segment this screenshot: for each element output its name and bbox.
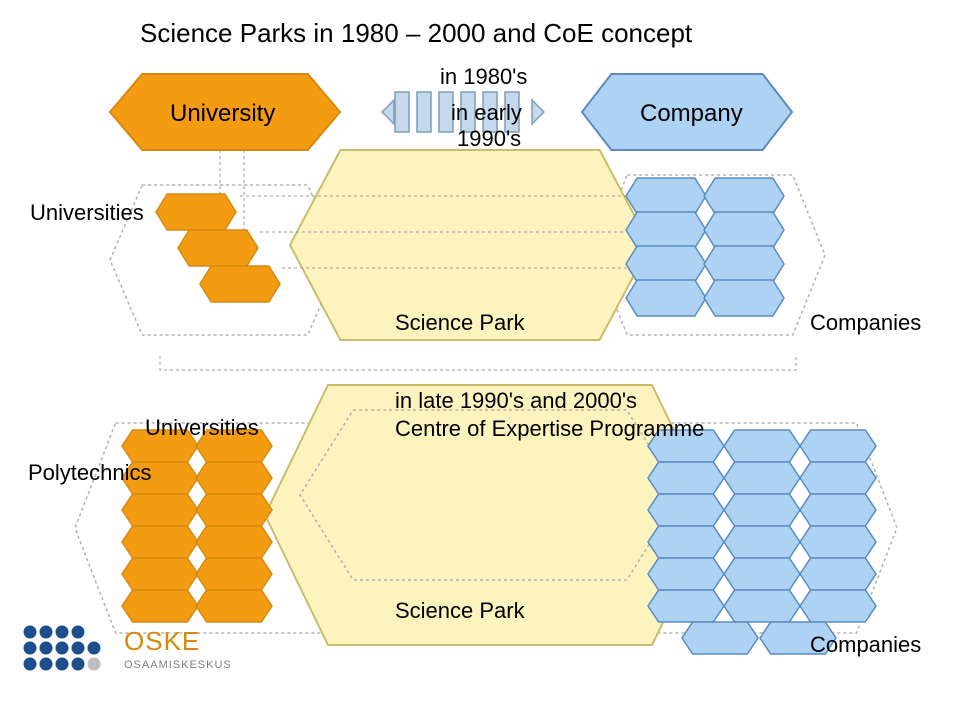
label-in-1980s: in 1980's bbox=[440, 64, 527, 90]
logo-dot bbox=[24, 626, 37, 639]
company-cell bbox=[724, 558, 800, 590]
university-cell bbox=[122, 526, 198, 558]
university-cell bbox=[122, 494, 198, 526]
university-cell bbox=[200, 266, 280, 302]
university-cell bbox=[178, 230, 258, 266]
company-cell bbox=[648, 558, 724, 590]
logo-dot bbox=[88, 658, 101, 671]
university-cell bbox=[122, 558, 198, 590]
arrow-right-icon bbox=[532, 100, 544, 124]
company-cell bbox=[800, 494, 876, 526]
logo-dot bbox=[24, 658, 37, 671]
label-companies: Companies bbox=[810, 310, 921, 336]
label-university: University bbox=[170, 100, 275, 128]
company-cell bbox=[724, 590, 800, 622]
logo-dot bbox=[72, 642, 85, 655]
logo-dot bbox=[56, 658, 69, 671]
company-cell bbox=[626, 212, 706, 248]
label-universities: Universities bbox=[30, 200, 144, 226]
page-title: Science Parks in 1980 – 2000 and CoE con… bbox=[140, 18, 692, 49]
company-cell bbox=[704, 178, 784, 214]
company-cell bbox=[648, 590, 724, 622]
flow-bar bbox=[417, 92, 431, 132]
university-cell bbox=[196, 558, 272, 590]
company-cell bbox=[800, 590, 876, 622]
dash-bracket bbox=[160, 356, 796, 370]
company-cell bbox=[626, 280, 706, 316]
logo-dot bbox=[56, 642, 69, 655]
logo-dot bbox=[40, 658, 53, 671]
university-cell bbox=[196, 590, 272, 622]
company-cell bbox=[724, 462, 800, 494]
logo-dot bbox=[72, 658, 85, 671]
logo-text-oske: OSKE bbox=[124, 626, 200, 656]
label-companies2: Companies bbox=[810, 632, 921, 658]
company-cell bbox=[800, 462, 876, 494]
university-cell bbox=[196, 526, 272, 558]
logo-dot bbox=[40, 626, 53, 639]
logo-dot bbox=[40, 642, 53, 655]
logo-dot bbox=[24, 642, 37, 655]
label-in-late: in late 1990's and 2000's bbox=[395, 388, 637, 414]
company-cell bbox=[800, 558, 876, 590]
label-company: Company bbox=[640, 100, 743, 128]
flow-bar bbox=[395, 92, 409, 132]
university-cell bbox=[196, 462, 272, 494]
label-science-park2: Science Park bbox=[395, 598, 525, 624]
company-cell bbox=[724, 494, 800, 526]
company-cell bbox=[648, 494, 724, 526]
company-cell bbox=[626, 178, 706, 214]
company-cell bbox=[648, 526, 724, 558]
university-cell bbox=[196, 494, 272, 526]
label-in-early: in early bbox=[451, 100, 522, 126]
logo-dot bbox=[72, 626, 85, 639]
company-cell bbox=[626, 246, 706, 282]
company-cell bbox=[724, 430, 800, 462]
company-cell bbox=[648, 462, 724, 494]
company-cell bbox=[800, 526, 876, 558]
company-cell bbox=[704, 280, 784, 316]
arrow-left-icon bbox=[382, 100, 394, 124]
company-cell bbox=[704, 212, 784, 248]
company-cell bbox=[704, 246, 784, 282]
logo-dot bbox=[56, 626, 69, 639]
label-science-park: Science Park bbox=[395, 310, 525, 336]
company-cell bbox=[724, 526, 800, 558]
label-polytechnics: Polytechnics bbox=[28, 460, 152, 486]
university-cell bbox=[122, 590, 198, 622]
university-cell bbox=[156, 194, 236, 230]
company-cell bbox=[800, 430, 876, 462]
logo-dot bbox=[88, 642, 101, 655]
logo-text-sub: OSAAMISKESKUS bbox=[124, 659, 232, 671]
label-universities2: Universities bbox=[145, 415, 259, 441]
company-cell bbox=[682, 622, 758, 654]
label-coe: Centre of Expertise Programme bbox=[395, 416, 704, 442]
label-1990s: 1990's bbox=[457, 126, 521, 152]
